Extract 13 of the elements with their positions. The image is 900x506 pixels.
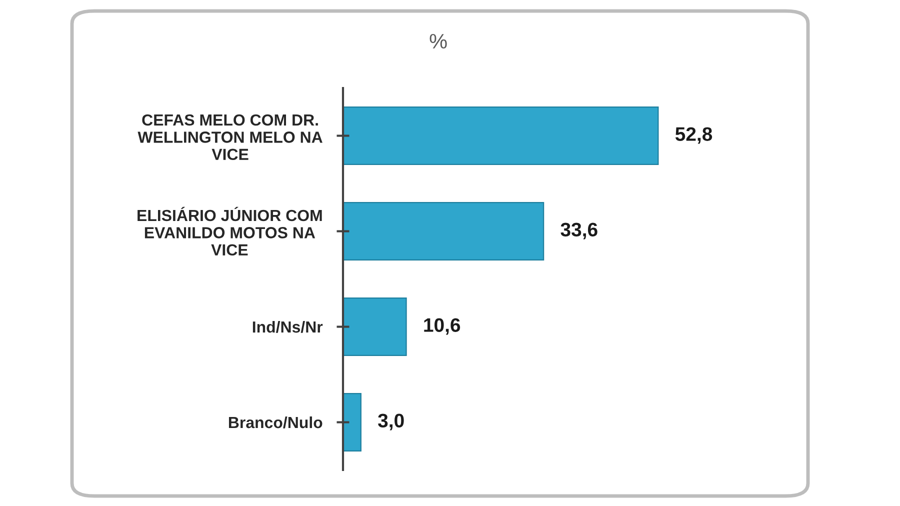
bar — [343, 298, 407, 356]
y-tick-label: CEFAS MELO COM DR. WELLINGTON MELO NA VICE — [138, 114, 322, 160]
y-tick-label: Ind/Ns/Nr — [252, 320, 323, 333]
y-tick-label: ELISIÁRIO JÚNIOR COM EVANILDO MOTOS NA VICE — [138, 206, 322, 256]
data-label: 33,6 — [560, 222, 598, 240]
y-tick-label: Branco/Nulo — [228, 416, 322, 428]
data-label: 52,8 — [675, 127, 712, 144]
bar — [343, 393, 362, 452]
bar — [343, 202, 544, 260]
data-label: 10,6 — [424, 318, 460, 335]
data-label: 3,0 — [378, 414, 404, 430]
bar — [343, 106, 659, 165]
chart-title: % — [430, 34, 447, 49]
